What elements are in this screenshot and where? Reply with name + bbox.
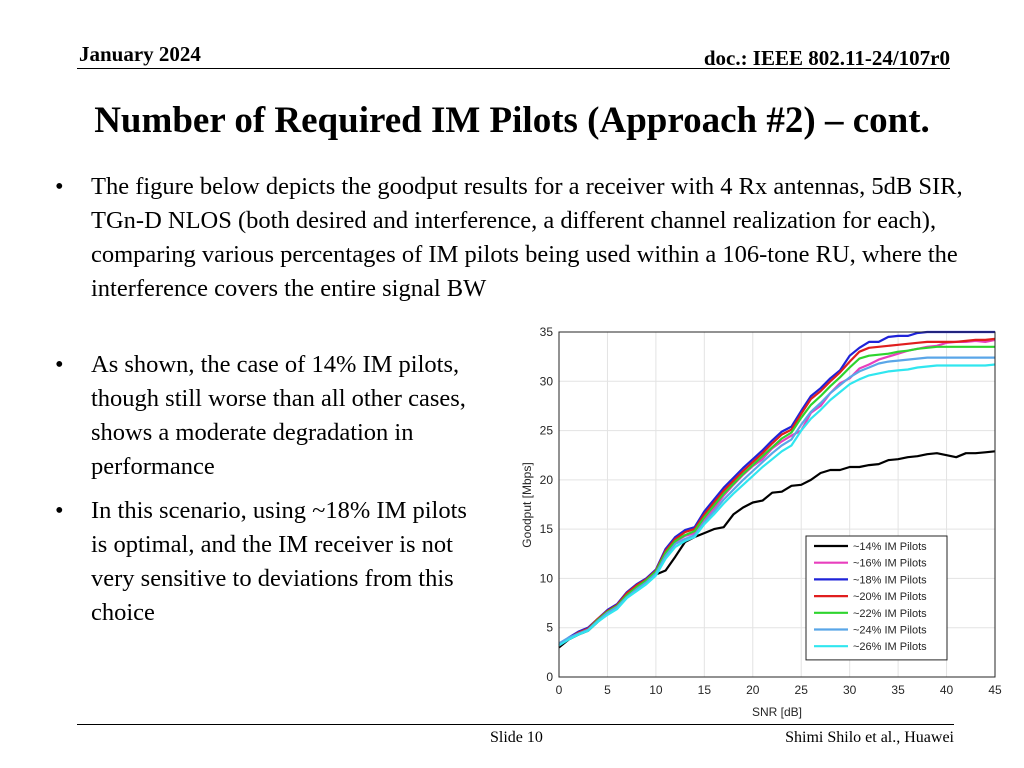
y-tick-label: 30: [540, 374, 554, 388]
x-axis-ticks: 0 5 10 15 20 25 30 35 40 45: [556, 683, 1002, 697]
x-tick-label: 35: [891, 683, 905, 697]
x-tick-label: 15: [698, 683, 712, 697]
bullet-text: The figure below depicts the goodput res…: [91, 173, 963, 302]
legend: ~14% IM Pilots ~16% IM Pilots ~18% IM Pilo…: [805, 535, 948, 661]
y-tick-label: 35: [540, 325, 554, 339]
x-axis-label: SNR [dB]: [752, 705, 802, 719]
legend-entry: ~14% IM Pilots: [853, 541, 927, 553]
bullet-marker: •: [55, 173, 64, 200]
series-line-26pct: [558, 363, 996, 647]
y-tick-label: 25: [540, 424, 554, 438]
y-tick-label: 15: [540, 522, 554, 536]
y-axis-label: Goodput [Mbps]: [520, 462, 534, 547]
legend-entry: ~24% IM Pilots: [853, 625, 927, 637]
y-tick-label: 5: [546, 621, 553, 635]
series-line-20pct: [558, 337, 996, 647]
slide-number: Slide 10: [490, 729, 543, 746]
y-tick-label: 20: [540, 473, 554, 487]
legend-entry: ~18% IM Pilots: [853, 574, 927, 586]
x-tick-label: 20: [746, 683, 760, 697]
plot-frame: [558, 331, 996, 678]
series-line-24pct: [558, 356, 995, 645]
footer-author: Shimi Shilo et al., Huawei: [785, 729, 954, 746]
legend-entry: ~22% IM Pilots: [853, 608, 927, 620]
y-axis-ticks: 0 5 10 15 20 25 30 35: [540, 325, 554, 684]
legend-entry: ~26% IM Pilots: [853, 641, 927, 653]
bullet-text: As shown, the case of 14% IM pilots, tho…: [91, 351, 466, 480]
header-doc-id: doc.: IEEE 802.11-24/107r0: [703, 46, 950, 70]
x-tick-label: 0: [556, 683, 563, 697]
header-date: January 2024: [79, 42, 201, 66]
bullet-marker: •: [55, 497, 64, 524]
x-tick-label: 5: [604, 683, 611, 697]
footer-divider: [77, 724, 954, 725]
series-line-22pct: [558, 345, 995, 646]
header-divider: [77, 68, 950, 69]
x-tick-label: 10: [649, 683, 663, 697]
x-tick-label: 25: [795, 683, 809, 697]
x-tick-label: 45: [988, 683, 1002, 697]
goodput-chart: 0 5 10 15 20 25 30 35 40 45 0 5 10 15 20 25 30 35 SNR [d…: [520, 325, 1002, 719]
x-tick-label: 30: [843, 683, 857, 697]
legend-box: [805, 535, 948, 661]
y-tick-label: 0: [546, 670, 553, 684]
y-tick-label: 10: [540, 571, 554, 585]
bullet-marker: •: [55, 351, 64, 378]
slide-title: Number of Required IM Pilots (Approach #…: [94, 100, 930, 141]
bullet-text: In this scenario, using ~18% IM pilots i…: [91, 497, 467, 626]
legend-entry: ~20% IM Pilots: [853, 591, 927, 603]
x-tick-label: 40: [940, 683, 954, 697]
legend-entry: ~16% IM Pilots: [853, 558, 927, 570]
